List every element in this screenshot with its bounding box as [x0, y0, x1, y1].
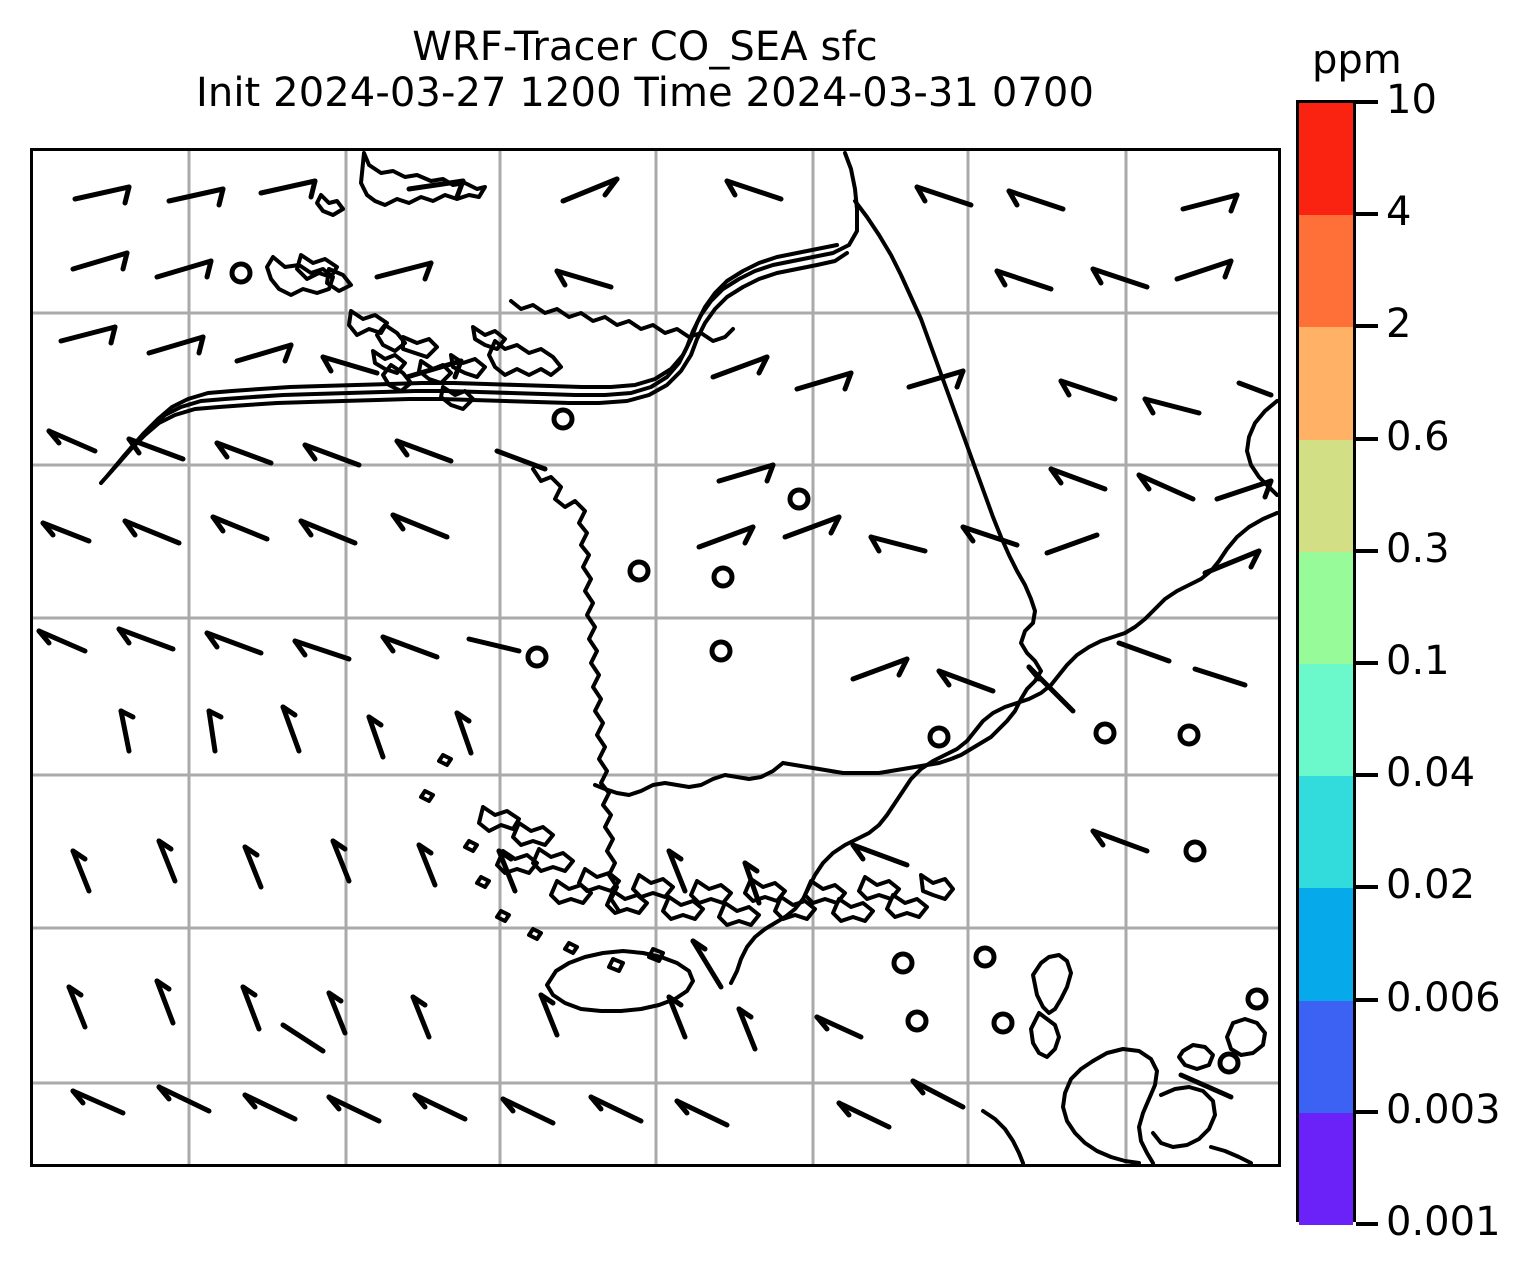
chart-title-block: WRF-Tracer CO_SEA sfc Init 2024-03-27 12… — [0, 24, 1290, 117]
colorbar-band-0 — [1299, 103, 1353, 216]
map-coastlines — [99, 151, 1278, 1164]
colorbar-tick-label-0: 10 — [1386, 77, 1437, 123]
colorbar-band-8 — [1299, 1000, 1353, 1113]
colorbar-tick-7 — [1356, 885, 1378, 890]
colorbar-band-4 — [1299, 551, 1353, 664]
colorbar-tick-5 — [1356, 661, 1378, 665]
chart-title-line-1: WRF-Tracer CO_SEA sfc — [412, 24, 878, 70]
colorbar-tick-3 — [1356, 436, 1378, 441]
colorbar-gradient — [1296, 100, 1356, 1225]
colorbar-band-2 — [1299, 327, 1353, 440]
colorbar-tick-1 — [1356, 212, 1378, 217]
colorbar-tick-label-7: 0.02 — [1386, 862, 1476, 909]
colorbar-band-9 — [1299, 1112, 1353, 1225]
colorbar-tick-label-5: 0.1 — [1386, 638, 1450, 684]
colorbar-tick-label-4: 0.3 — [1386, 525, 1450, 572]
colorbar-tick-9 — [1356, 1109, 1378, 1114]
chart-title-line-2: Init 2024-03-27 1200 Time 2024-03-31 070… — [195, 70, 1095, 117]
colorbar-band-5 — [1299, 664, 1353, 777]
colorbar-tick-label-9: 0.003 — [1386, 1086, 1501, 1133]
wind-barbs-layer — [36, 176, 1274, 1130]
colorbar-band-1 — [1299, 215, 1353, 328]
colorbar-tick-label-3: 0.6 — [1386, 413, 1450, 460]
map-inner-clip — [33, 151, 1278, 1164]
colorbar-tick-10 — [1356, 1222, 1378, 1226]
colorbar-tick-0 — [1356, 100, 1378, 104]
colorbar-band-6 — [1299, 776, 1353, 889]
colorbar-tick-4 — [1356, 548, 1378, 553]
colorbar-unit-label: ppm — [1312, 37, 1402, 83]
colorbar-tick-8 — [1356, 997, 1378, 1002]
colorbar-tick-label-8: 0.006 — [1386, 974, 1501, 1021]
colorbar-tick-6 — [1356, 773, 1378, 778]
colorbar-tick-2 — [1356, 324, 1378, 329]
colorbar-band-3 — [1299, 439, 1353, 552]
colorbar-band-7 — [1299, 888, 1353, 1001]
colorbar-tick-label-6: 0.04 — [1386, 750, 1476, 797]
map-plot-area — [30, 148, 1281, 1167]
colorbar-tick-label-2: 2 — [1386, 301, 1412, 348]
colorbar[interactable] — [1296, 100, 1356, 1225]
colorbar-tick-label-1: 4 — [1386, 189, 1412, 236]
colorbar-tick-label-10: 0.001 — [1386, 1199, 1501, 1245]
